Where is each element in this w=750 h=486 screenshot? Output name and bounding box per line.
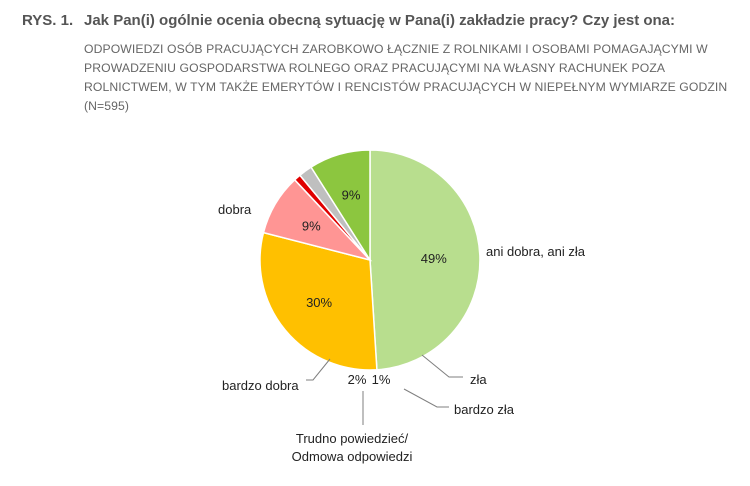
- pie-category-label-4: bardzo zła: [454, 402, 515, 417]
- pie-category-label-1: dobra: [218, 202, 252, 217]
- figure-subtitle: Odpowiedzi osób pracujących zarobkowo łą…: [84, 42, 728, 113]
- leader-line-4: [403, 388, 449, 408]
- leader-line-3: [421, 354, 463, 378]
- pie-percent-label-4: 1%: [372, 372, 391, 387]
- pie-percent-label-6: 9%: [342, 188, 361, 203]
- pie-category-label-3: zła: [470, 372, 487, 387]
- pie-category-label-5: Trudno powiedzieć/Odmowa odpowiedzi: [292, 431, 413, 464]
- pie-percent-label-5: 2%: [348, 372, 367, 387]
- pie-category-label-6: bardzo dobra: [222, 378, 299, 393]
- pie-percent-label-1: 49%: [421, 251, 447, 266]
- figure-number: RYS. 1.: [22, 12, 74, 29]
- pie-slice-1: [369, 149, 481, 371]
- leader-line-6: [306, 358, 331, 381]
- pie-slice-2: [259, 231, 378, 371]
- pie-category-label-2: ani dobra, ani zła: [486, 244, 586, 259]
- pie-percent-label-2: 30%: [306, 295, 332, 310]
- figure-title: Jak Pan(i) ogólnie ocenia obecną sytuacj…: [84, 12, 676, 29]
- pie-slice-6: [310, 149, 371, 263]
- pie-percent-label-3: 9%: [302, 218, 321, 233]
